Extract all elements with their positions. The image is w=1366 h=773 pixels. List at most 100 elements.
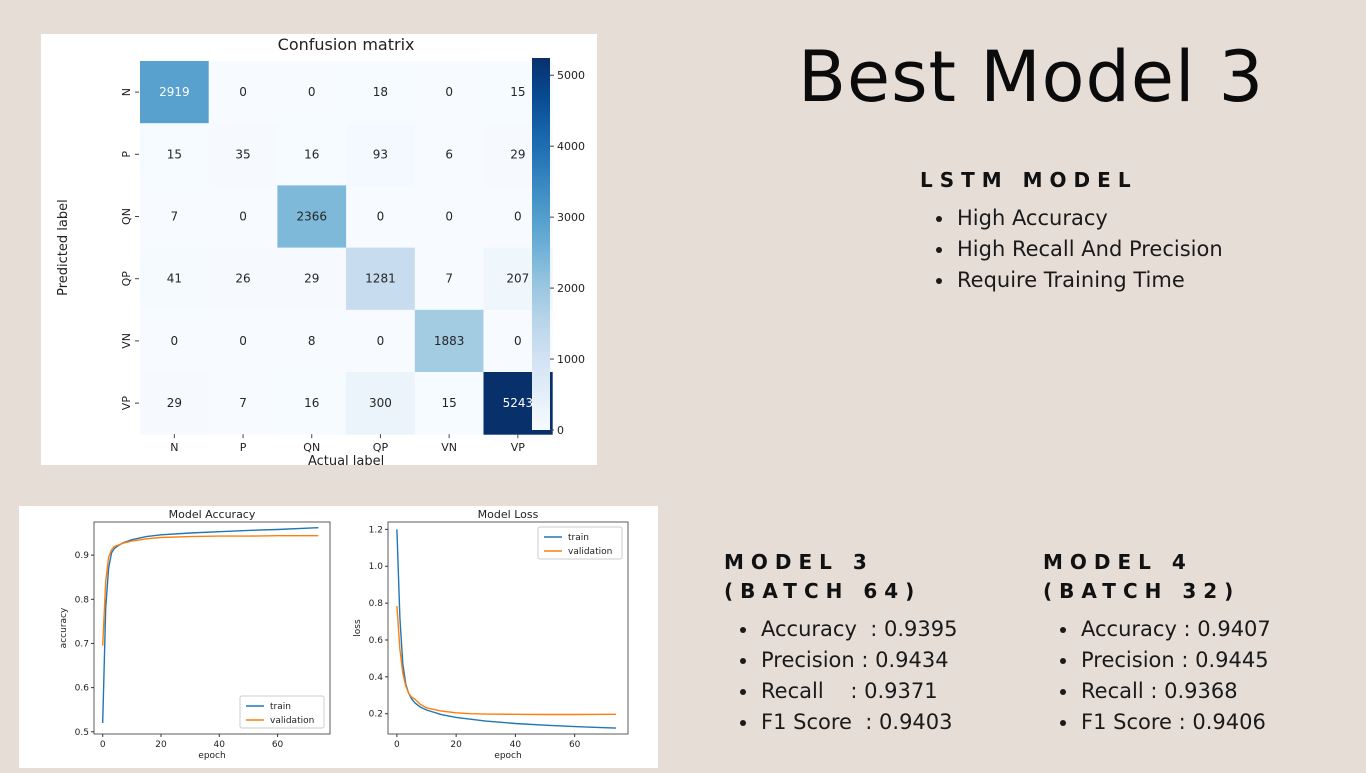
y-tick-label: P (120, 151, 133, 158)
heatmap-cell (208, 372, 278, 435)
model4-heading: MODEL 4 (BATCH 32) (1043, 548, 1240, 606)
colorbar (532, 58, 550, 430)
cell-label: 0 (239, 334, 247, 348)
colorbar-tick-label: 5000 (557, 69, 585, 82)
cell-label: 41 (167, 272, 182, 286)
x-tick-label: 40 (214, 740, 226, 750)
heatmap-cell (346, 185, 416, 249)
series-line-validation (396, 605, 617, 716)
cell-label: 0 (514, 334, 522, 348)
heatmap-cell (208, 61, 278, 124)
heatmap-cell (208, 185, 278, 249)
y-tick-label: N (120, 88, 133, 96)
y-tick-label: 0.7 (75, 639, 89, 649)
cell-label: 1883 (434, 334, 465, 348)
model3-heading-line: MODEL 3 (724, 550, 874, 574)
x-tick-label: 40 (510, 740, 522, 750)
cell-label: 0 (308, 85, 316, 99)
model3-metric: Accuracy : 0.9395 (738, 614, 957, 645)
heatmap-cell (277, 309, 347, 373)
y-axis-label: accuracy (59, 607, 69, 648)
y-tick-label: 0.2 (369, 710, 383, 720)
heatmap-cell (414, 372, 484, 435)
cell-label: 26 (235, 272, 250, 286)
y-tick-label: 0.4 (369, 673, 384, 683)
cell-label: 0 (377, 334, 385, 348)
x-tick-label: P (240, 441, 247, 454)
heatmap-cell (277, 123, 347, 186)
x-tick-label: 0 (100, 740, 106, 750)
cell-label: 16 (304, 147, 319, 161)
x-axis-label: epoch (198, 751, 225, 761)
model4-metric: Recall : 0.9368 (1058, 676, 1271, 707)
cell-label: 300 (369, 396, 392, 410)
heatmap-cell (346, 309, 416, 373)
model4-metric: Precision : 0.9445 (1058, 645, 1271, 676)
y-tick-label: VN (120, 333, 133, 349)
heatmap-cell (277, 247, 347, 311)
cell-label: 0 (514, 210, 522, 224)
lstm-heading: LSTM MODEL (920, 168, 1138, 192)
heatmap-cell (140, 247, 210, 311)
cell-label: 35 (235, 147, 250, 161)
y-tick-label: 0.8 (369, 599, 384, 609)
legend-label: train (270, 702, 291, 712)
cell-label: 15 (510, 85, 525, 99)
heatmap-cell (140, 61, 210, 124)
model3-heading: MODEL 3 (BATCH 64) (724, 548, 921, 606)
heatmap-cell (414, 309, 484, 373)
cell-label: 207 (506, 272, 529, 286)
cell-label: 0 (445, 210, 453, 224)
heatmap-cell (140, 309, 210, 373)
x-tick-label: 20 (450, 740, 462, 750)
y-tick-label: 0.6 (369, 636, 384, 646)
series-line-validation (102, 535, 319, 646)
x-tick-label: 60 (569, 740, 581, 750)
cell-label: 16 (304, 396, 319, 410)
model3-metric: F1 Score : 0.9403 (738, 707, 957, 738)
chart-title: Model Accuracy (169, 508, 256, 521)
chart-title: Confusion matrix (278, 35, 415, 54)
heatmap-cell (414, 61, 484, 124)
model3-metrics-list: Accuracy : 0.9395 Precision : 0.9434 Rec… (738, 614, 957, 738)
legend-label: train (568, 533, 589, 543)
lstm-bullet: High Accuracy (934, 203, 1223, 234)
cell-label: 0 (377, 210, 385, 224)
colorbar-tick-label: 2000 (557, 282, 585, 295)
colorbar-tick-label: 4000 (557, 140, 585, 153)
heatmap-cell (414, 247, 484, 311)
heatmap-cell (140, 372, 210, 435)
heatmap-cell (346, 372, 416, 435)
confusion-matrix-panel: Confusion matrix 2919 0 0 18 0 15 15 35 16 93 6 29 7 0… (41, 34, 597, 469)
cell-label: 8 (308, 334, 316, 348)
cell-label: 7 (171, 210, 179, 224)
colorbar-tick-label: 0 (557, 424, 564, 437)
cell-label: 29 (510, 147, 525, 161)
y-tick-label: QN (120, 208, 133, 225)
cell-label: 2366 (296, 210, 327, 224)
cell-label: 15 (442, 396, 457, 410)
cell-label: 0 (239, 85, 247, 99)
y-tick-label: 0.5 (75, 728, 89, 738)
chart-title: Model Loss (478, 508, 539, 521)
colorbar-tick-label: 3000 (557, 211, 585, 224)
cell-label: 0 (445, 85, 453, 99)
heatmap-cell (208, 123, 278, 186)
x-tick-label: 0 (394, 740, 400, 750)
cell-label: 7 (445, 272, 453, 286)
cell-label: 2919 (159, 85, 190, 99)
x-tick-label: VN (441, 441, 457, 454)
x-axis-label: epoch (494, 751, 521, 761)
lstm-bullet-list: High Accuracy High Recall And Precision … (934, 203, 1223, 296)
y-tick-label: 0.8 (75, 595, 90, 605)
training-curves-panel: Model Accuracy 0 20 40 60 0.5 0.6 0.7 0.8 0.9 epoc… (19, 506, 658, 768)
cell-label: 6 (445, 147, 453, 161)
heatmap-cell (414, 123, 484, 186)
y-tick-label: 1.2 (369, 525, 383, 535)
heatmap-cell (140, 123, 210, 186)
plot-frame (387, 521, 629, 735)
y-tick-label: 0.9 (75, 551, 90, 561)
x-tick-label: QP (373, 441, 389, 454)
cell-label: 29 (167, 396, 182, 410)
cell-label: 0 (171, 334, 179, 348)
